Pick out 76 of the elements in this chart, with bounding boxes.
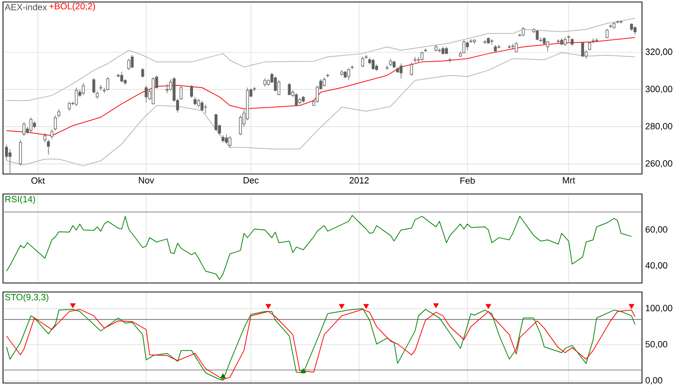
candlestick: [228, 136, 232, 148]
point: [338, 304, 345, 309]
candlestick: [462, 40, 466, 54]
line-series: [6, 52, 636, 166]
candlestick: [424, 48, 427, 52]
candlestick: [68, 101, 71, 112]
candlestick: [609, 24, 612, 28]
candlestick: [22, 122, 26, 136]
candlestick: [616, 20, 620, 24]
x-tick-label: Mrt: [562, 177, 576, 184]
candlestick: [8, 148, 12, 174]
candlestick: [361, 56, 364, 68]
y-tick-label: 50,00: [646, 340, 668, 348]
chart-title: STO(9,3,3): [5, 294, 48, 302]
candlestick: [274, 76, 277, 92]
x-tick-label: Feb: [460, 177, 475, 184]
point: [628, 304, 634, 309]
candlestick: [522, 26, 525, 37]
candlestick: [581, 42, 584, 58]
y-tick-label: 280,00: [646, 122, 672, 130]
text: +BOL(20;2): [49, 2, 96, 12]
x-tick-label: Okt: [31, 177, 45, 184]
candlestick: [546, 40, 550, 52]
candlestick: [606, 28, 609, 39]
candlestick: [141, 68, 144, 78]
point: [70, 303, 76, 308]
y-tick-label: 0,00: [646, 377, 662, 384]
x-tick-label: Dec: [244, 177, 259, 184]
candlestick: [214, 113, 218, 131]
candlestick: [204, 104, 207, 114]
candlestick: [466, 40, 469, 51]
candlestick: [448, 57, 452, 63]
point: [486, 304, 492, 309]
candlestick: [438, 48, 441, 52]
point: [220, 373, 226, 378]
candlestick: [294, 92, 298, 106]
y-tick-label: 40,00: [645, 262, 668, 270]
candlestick: [19, 139, 22, 166]
candlestick: [414, 56, 416, 63]
point: [266, 304, 272, 309]
candlestick: [180, 85, 183, 100]
candlestick: [288, 82, 291, 96]
candlestick: [74, 87, 78, 106]
candlestick: [620, 20, 622, 24]
y-tick-label: 100,00: [646, 304, 672, 312]
y-tick-label: 320,00: [646, 48, 672, 56]
point: [300, 368, 306, 374]
candlestick: [130, 54, 134, 68]
chart-title: AEX-index: [4, 4, 47, 10]
x-tick-label: 2012: [350, 177, 369, 184]
candlestick: [190, 84, 194, 98]
candlestick: [29, 117, 32, 133]
x-tick-label: Nov: [138, 177, 154, 184]
line-series: [6, 214, 632, 280]
y-tick-label: 260,00: [646, 160, 672, 168]
y-tick-label: 60,00: [646, 226, 668, 234]
candlestick: [372, 58, 375, 70]
candlestick: [277, 80, 280, 96]
candlestick: [82, 82, 85, 96]
candlestick: [347, 68, 350, 80]
chart-title: RSI(14): [5, 196, 36, 204]
point: [363, 304, 369, 309]
candlestick: [50, 129, 54, 140]
y-tick-label: 300,00: [646, 86, 672, 94]
line-series: [6, 18, 636, 101]
candlestick: [144, 85, 148, 103]
point: [433, 303, 439, 308]
candlestick: [400, 63, 403, 79]
candlestick: [46, 139, 50, 155]
candlestick: [514, 42, 518, 52]
candlestick: [200, 100, 204, 112]
candlestick: [410, 62, 413, 76]
candlestick: [225, 134, 228, 144]
candlestick: [420, 50, 424, 61]
candlestick: [166, 84, 169, 94]
candlestick: [127, 58, 130, 70]
